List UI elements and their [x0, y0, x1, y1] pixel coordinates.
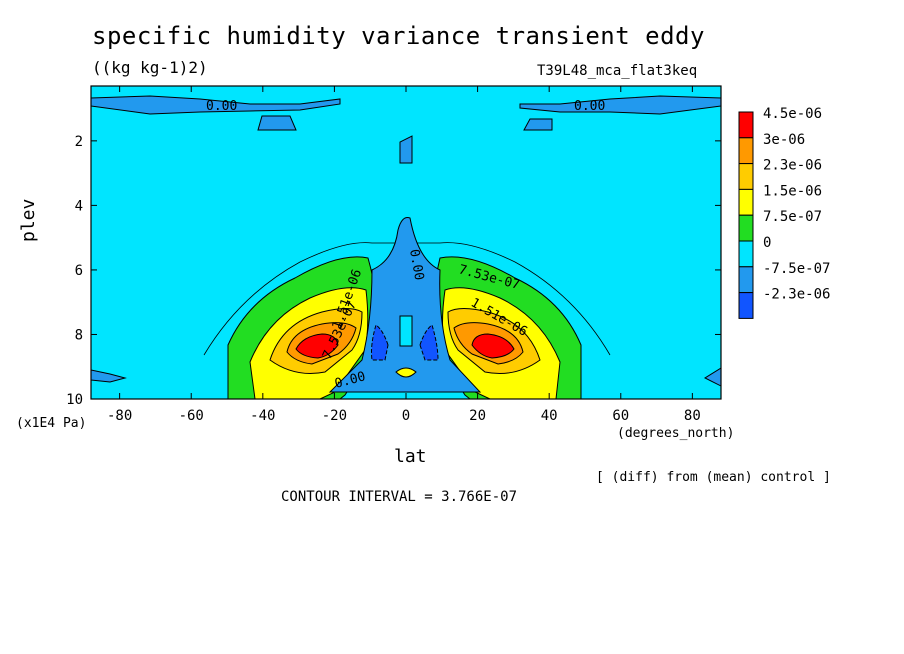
red-peak-right: [471, 333, 515, 359]
y-tick-label: 4: [75, 198, 83, 214]
colorbar-label: 3e-06: [763, 132, 805, 148]
colorbar-label: -7.5e-07: [763, 261, 830, 277]
negative-patch-center: [399, 135, 413, 164]
colorbar-swatch: [738, 292, 754, 319]
y-tick-group: 2 4 6 8 10: [66, 134, 721, 408]
negative-center-column: [328, 217, 482, 393]
colorbar-label: 7.5e-07: [763, 209, 822, 225]
colorbar-swatch: [738, 188, 754, 216]
chart-title: specific humidity variance transient edd…: [92, 22, 705, 50]
y-tick-label: 10: [66, 392, 83, 408]
colorbar-swatch: [738, 214, 754, 242]
colorbar-swatch: [738, 240, 754, 268]
negative-patch-left: [257, 115, 297, 131]
x-tick-label: 60: [612, 408, 629, 424]
y-tick-label: 6: [75, 263, 83, 279]
negative-patch-right: [523, 118, 553, 131]
contour-label: 0.00: [574, 99, 605, 114]
x-tick-label: 0: [402, 408, 410, 424]
colorbar-swatch: [738, 266, 754, 294]
x-axis-label: lat: [394, 446, 427, 467]
colorbar-label: -2.3e-06: [763, 287, 830, 303]
negative-region-top-right: [519, 95, 721, 115]
x-axis-units: (degrees_north): [617, 426, 735, 441]
negative-edge-left: [91, 369, 127, 383]
colorbar-swatch: [738, 111, 754, 139]
red-peak-left: [295, 333, 339, 359]
x-tick-label: -60: [179, 408, 204, 424]
contour-label: 0.00: [406, 248, 426, 281]
negative-edge-right: [703, 367, 721, 387]
contour-label: 0.00: [206, 99, 237, 114]
colorbar: 4.5e-06 3e-06 2.3e-06 1.5e-06 7.5e-07 0 -7.5e-…: [738, 106, 830, 319]
x-tick-label: -40: [250, 408, 275, 424]
negative-region-top-left: [91, 95, 341, 115]
y-tick-label: 2: [75, 134, 83, 150]
colorbar-label: 1.5e-06: [763, 183, 822, 199]
colorbar-label: 2.3e-06: [763, 158, 822, 174]
colorbar-swatch: [738, 163, 754, 190]
colorbar-swatch: [738, 137, 754, 165]
diff-note: [ (diff) from (mean) control ]: [596, 470, 831, 485]
contour-interval: CONTOUR INTERVAL = 3.766E-07: [281, 489, 518, 505]
y-tick-label: 8: [75, 327, 83, 343]
x-tick-label: -80: [107, 408, 132, 424]
strong-negative-right: [419, 324, 439, 361]
colorbar-label: 0: [763, 235, 771, 251]
x-tick-label: 40: [541, 408, 558, 424]
contour-fill-group: [91, 86, 721, 399]
y-axis-units: (x1E4 Pa): [16, 416, 87, 431]
chart-units: ((kg kg-1)2): [92, 58, 208, 77]
x-tick-group: -80 -60 -40 -20 0 20 40 60 80: [107, 86, 701, 424]
x-tick-label: -20: [322, 408, 347, 424]
colorbar-label: 4.5e-06: [763, 106, 822, 122]
center-zero-gap: [399, 315, 413, 347]
x-tick-label: 20: [469, 408, 486, 424]
run-id: T39L48_mca_flat3keq: [537, 63, 698, 79]
center-positive-blob: [395, 367, 417, 378]
strong-negative-left: [371, 324, 389, 361]
x-tick-label: 80: [684, 408, 701, 424]
